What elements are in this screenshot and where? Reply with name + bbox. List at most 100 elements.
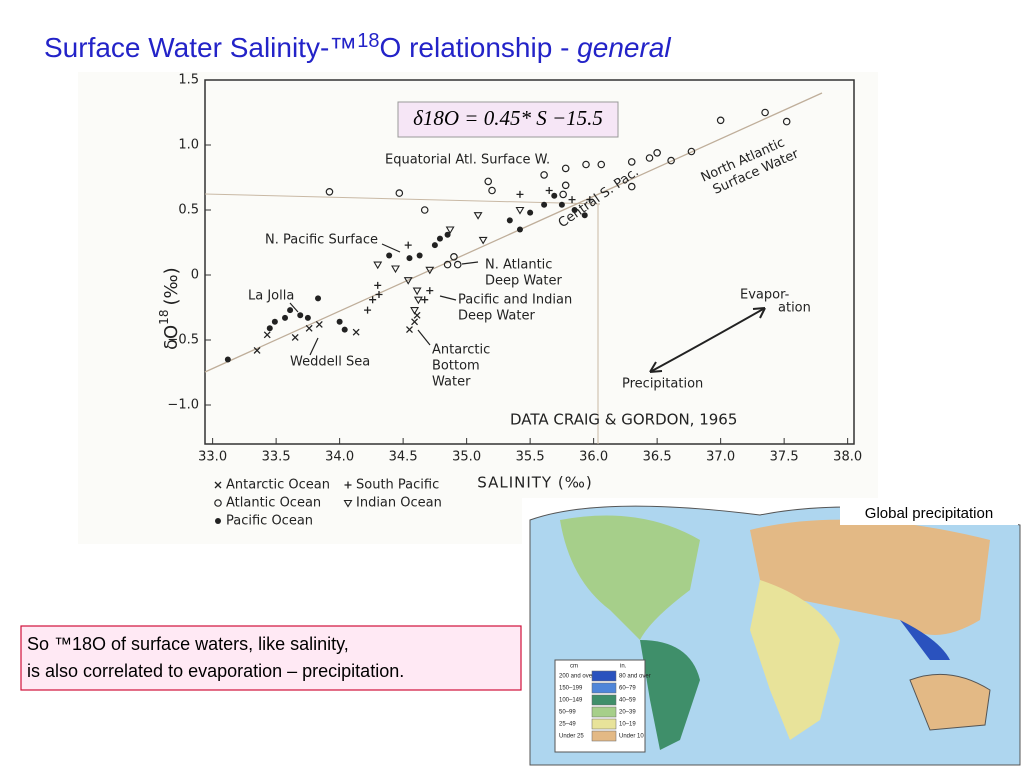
y-axis-label-part: δO [161, 325, 182, 350]
map-legend-cm: 200 and over [559, 674, 594, 680]
data-point [561, 181, 570, 190]
annotation: N. Pacific Surface [265, 233, 378, 248]
map-legend-cm: 100–149 [559, 698, 583, 704]
map-legend-in: 40–59 [619, 698, 636, 704]
legend-marker [344, 481, 352, 489]
data-point [436, 235, 443, 242]
slide-title: Surface Water Salinity-™18O relationship… [44, 30, 671, 63]
data-point [416, 252, 423, 259]
data-point [450, 252, 458, 261]
data-point [406, 255, 413, 262]
annotation: Evapor- [740, 288, 790, 303]
data-point [297, 312, 304, 319]
annotation: Deep Water [458, 309, 535, 324]
data-point [761, 108, 769, 117]
map-legend-cm: 25–49 [559, 722, 576, 728]
legend-label: Antarctic Ocean [226, 478, 330, 493]
data-point [445, 226, 455, 235]
data-point [453, 260, 462, 269]
x-tick-label: 37.5 [770, 450, 799, 465]
data-point [410, 307, 420, 315]
data-point [412, 287, 422, 296]
data-point [291, 333, 299, 341]
data-point [561, 164, 570, 173]
data-point [541, 201, 548, 208]
y-tick-label: −1.0 [167, 398, 199, 413]
data-point [559, 190, 567, 199]
x-tick-label: 35.5 [516, 450, 545, 465]
data-point [506, 217, 513, 224]
equation: δ18O = 0.45* S −15.5 [413, 106, 603, 130]
map-legend-in: 10–19 [619, 722, 636, 728]
y-tick-label: 0 [191, 268, 199, 283]
data-point [364, 306, 372, 314]
y-axis-label: δO18 (‰) [157, 267, 183, 350]
data-point [425, 266, 435, 275]
data-point [373, 261, 383, 270]
data-point [645, 154, 654, 162]
plot-frame [204, 79, 855, 445]
data-point [627, 182, 636, 191]
note-line: So ™18O of surface waters, like salinity… [27, 634, 349, 654]
data-point [516, 190, 524, 198]
data-point [687, 147, 696, 156]
data-point [667, 156, 675, 165]
map-legend-cm: Under 25 [559, 734, 584, 740]
y-tick-label: 0.5 [178, 203, 199, 218]
data-point [597, 160, 606, 169]
annotation: DATA CRAIG & GORDON, 1965 [510, 411, 737, 429]
map-legend-swatch [591, 718, 617, 730]
map-legend-swatch [591, 730, 617, 742]
legend-label: Pacific Ocean [226, 514, 313, 529]
note-box [20, 625, 522, 691]
data-point [253, 346, 261, 354]
data-point [315, 295, 322, 302]
y-tick-label: 1.5 [178, 73, 199, 88]
map-legend-swatch [591, 694, 617, 706]
data-point [527, 209, 534, 216]
data-point [443, 260, 452, 269]
annotation: Bottom [432, 359, 480, 374]
trend-line [204, 92, 823, 373]
chart-paper [78, 72, 878, 544]
annotation: Precipitation [622, 377, 703, 392]
map-legend-in: 80 and over [619, 674, 651, 680]
annotation: Deep Water [485, 274, 562, 289]
data-point [395, 189, 404, 197]
data-point [478, 236, 488, 245]
annotation: Equatorial Atl. Surface W. [385, 153, 550, 168]
title-rest: O relationship - [380, 32, 578, 63]
data-point [484, 177, 493, 186]
land [909, 673, 991, 731]
title-text: Surface Water Salinity-™ [44, 32, 357, 63]
data-point [282, 314, 289, 321]
map-legend-in: 60–79 [619, 686, 636, 692]
x-tick-label: 33.5 [262, 450, 291, 465]
data-point [653, 149, 661, 157]
land [640, 640, 700, 750]
land [750, 580, 840, 740]
annotation: Water [432, 375, 471, 390]
data-point [386, 252, 393, 259]
data-point [315, 320, 323, 328]
data-point [444, 231, 451, 238]
land [900, 620, 950, 660]
data-point [716, 116, 725, 125]
x-tick-label: 34.5 [389, 450, 418, 465]
land [560, 515, 700, 640]
legend-marker [215, 518, 221, 524]
data-point [571, 207, 578, 213]
title-sup: 18 [357, 30, 379, 52]
note-line: is also correlated to evaporation – prec… [27, 661, 404, 681]
data-point [375, 291, 383, 298]
data-point [305, 324, 313, 332]
data-point [627, 158, 636, 166]
y-tick-label: −0.5 [167, 333, 199, 348]
legend-label: Atlantic Ocean [226, 496, 321, 511]
map-legend-swatch [591, 682, 617, 694]
data-point [586, 196, 594, 204]
data-point [420, 206, 429, 214]
data-point [515, 206, 525, 215]
data-point [782, 117, 791, 126]
